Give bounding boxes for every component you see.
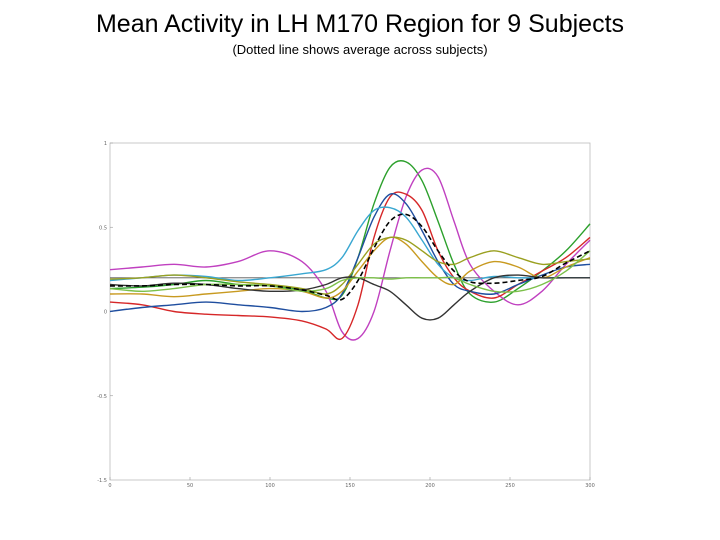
y-tick-label: 1	[104, 141, 107, 147]
subject-line-4	[109, 193, 591, 313]
subject-line-2	[109, 167, 591, 341]
subject-line-7	[109, 236, 591, 295]
x-tick-label: 100	[265, 483, 275, 489]
y-tick-label: 0	[104, 310, 107, 316]
tick-labels: 0 50 100 150 200 250 300 1 0.5 0 -0.5 -1.5	[97, 141, 595, 489]
plot-axes	[109, 142, 591, 481]
subject-line-1	[109, 160, 591, 303]
subject-line-6	[109, 236, 591, 299]
x-tick-label: 50	[187, 483, 193, 489]
plot-frame	[109, 142, 591, 481]
average-line	[109, 213, 591, 301]
subject-line-8	[109, 274, 590, 321]
chart-subtitle: (Dotted line shows average across subjec…	[232, 42, 488, 57]
subject-line-5	[109, 206, 590, 282]
subject-line-9	[109, 250, 591, 293]
y-tick-label: -1.5	[97, 478, 107, 484]
x-tick-label: 300	[585, 483, 595, 489]
chart-title: Mean Activity in LH M170 Region for 9 Su…	[95, 10, 625, 38]
x-tick-label: 150	[345, 483, 355, 489]
x-tick-label: 250	[505, 483, 515, 489]
y-tick-label: -0.5	[97, 394, 107, 400]
series-layer	[109, 160, 591, 341]
x-tick-label: 200	[425, 483, 435, 489]
y-tick-label: 0.5	[99, 225, 107, 231]
x-tick-label: 0	[108, 483, 111, 489]
subject-line-3	[109, 191, 591, 341]
